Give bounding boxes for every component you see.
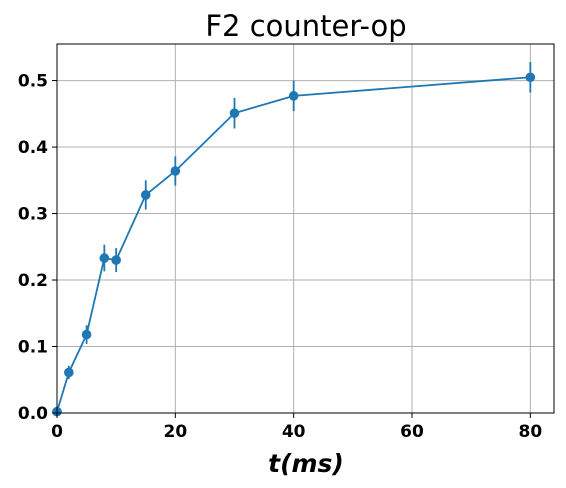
data-point [170,166,181,176]
data-point [288,91,299,101]
chart-title: F2 counter-op [205,9,406,43]
plot-frame [56,43,555,414]
y-tick-label: 0.5 [18,72,48,92]
y-axis-ticks: 0.0 0.1 0.2 0.3 0.4 0.5 [18,72,57,424]
data-point [64,367,74,378]
x-tick-label: 20 [163,422,187,442]
data-point [81,329,92,340]
data-point [229,108,240,118]
y-tick-label: 0.2 [18,271,48,291]
data-point [140,190,151,200]
grid [56,44,554,414]
y-tick-label: 0.0 [18,404,48,424]
y-tick-label: 0.4 [18,138,48,158]
x-tick-label: 40 [282,422,306,442]
data-point [99,253,110,263]
data-point [525,72,536,83]
series-line [56,76,531,412]
x-axis-ticks: 0 20 40 60 80 [51,413,542,442]
x-axis-label: t(ms) [268,449,344,478]
data-point [111,255,121,265]
x-tick-label: 0 [51,422,63,442]
x-tick-label: 60 [400,422,424,442]
y-tick-label: 0.3 [18,205,48,225]
y-tick-label: 0.1 [18,338,48,358]
x-tick-label: 80 [518,422,542,442]
